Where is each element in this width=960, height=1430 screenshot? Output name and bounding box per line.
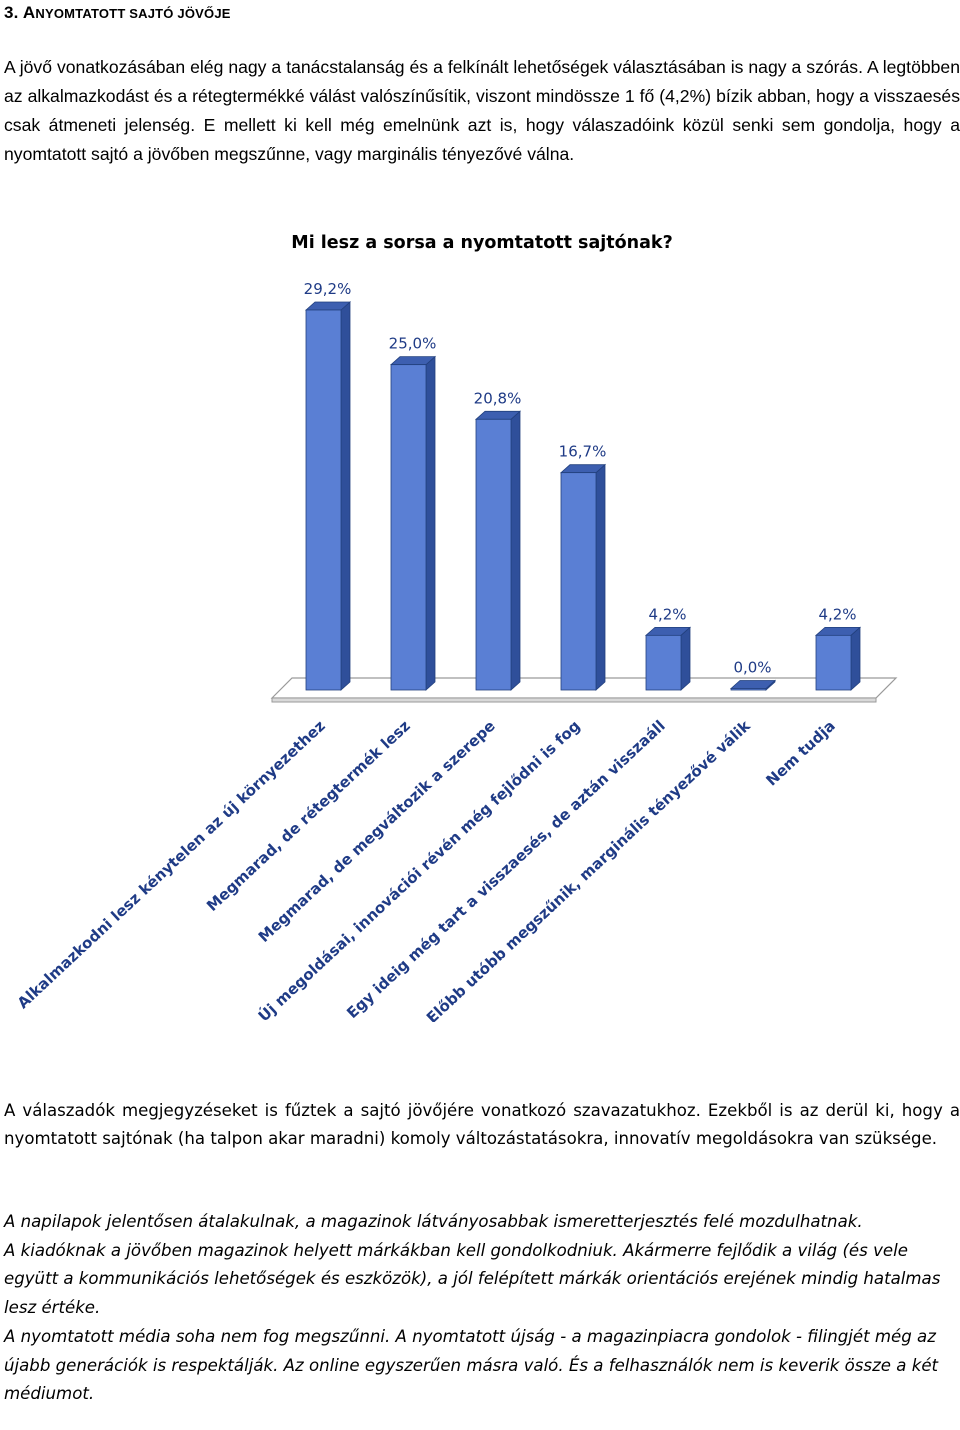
quote-2: A kiadóknak a jövőben magazinok helyett … [4,1240,941,1318]
section-heading: 3. ANYOMTATOTT SAJTÓ JÖVŐJE [4,3,231,23]
heading-rest: NYOMTATOTT SAJTÓ JÖVŐJE [35,6,231,21]
bar-front [390,364,427,691]
category-label-1: Alkalmazkodni lesz kénytelen az új körny… [14,717,329,1013]
after-paragraph: A válaszadók megjegyzéseket is fűztek a … [4,1101,960,1148]
bar-1 [304,301,352,691]
bar-front [730,688,767,691]
chart-bars [304,301,862,691]
bar-chart: Mi lesz a sorsa a nyomtatott sajtónak? 2… [14,233,898,1022]
value-label-7: 4,2% [818,605,856,623]
bar-5 [644,626,692,691]
bar-6 [729,679,777,691]
category-label-5: Egy ideig még tart a visszaesés, de aztá… [343,717,669,1022]
value-label-5: 4,2% [648,605,686,623]
quote-3: A nyomtatott média soha nem fog megszűnn… [4,1326,939,1404]
bar-2 [389,355,437,691]
bar-4 [559,463,607,691]
bar-side [680,626,691,691]
bar-side [510,410,521,691]
chart-category-labels: Alkalmazkodni lesz kénytelen az új körny… [14,716,839,1022]
bar-side [425,355,436,691]
quote-1: A napilapok jelentősen átalakulnak, a ma… [4,1212,863,1231]
bar-3 [474,410,522,691]
bar-front [815,634,852,691]
chart-title: Mi lesz a sorsa a nyomtatott sajtónak? [291,233,672,253]
bar-side [340,301,351,691]
value-label-4: 16,7% [559,443,607,461]
bar-side [595,463,606,691]
heading-first-letter: A [22,3,36,22]
chart-value-labels: 29,2% 25,0% 20,8% 16,7% 4,2% 0,0% 4,2% [304,280,857,677]
quotes-block: A napilapok jelentősen átalakulnak, a ma… [4,1208,954,1409]
category-label-7: Nem tudja [763,717,839,790]
value-label-1: 29,2% [304,280,352,298]
value-label-2: 25,0% [389,335,437,353]
bar-front [305,309,342,691]
category-label-4: Új megoldásai, innovációi révén még fejl… [254,716,584,1022]
floor-front [271,697,877,703]
bar-front [645,634,682,691]
category-label-6: Előbb utóbb megszűnik, marginális tényez… [423,716,754,1022]
bar-front [475,418,512,691]
value-label-6: 0,0% [733,659,771,677]
intro-paragraph: A jövő vonatkozásában elég nagy a tanács… [4,57,960,164]
bar-front [560,472,597,691]
value-label-3: 20,8% [474,389,522,407]
bar-side [850,626,861,691]
bar-7 [814,626,862,691]
section-number: 3. [4,3,19,22]
